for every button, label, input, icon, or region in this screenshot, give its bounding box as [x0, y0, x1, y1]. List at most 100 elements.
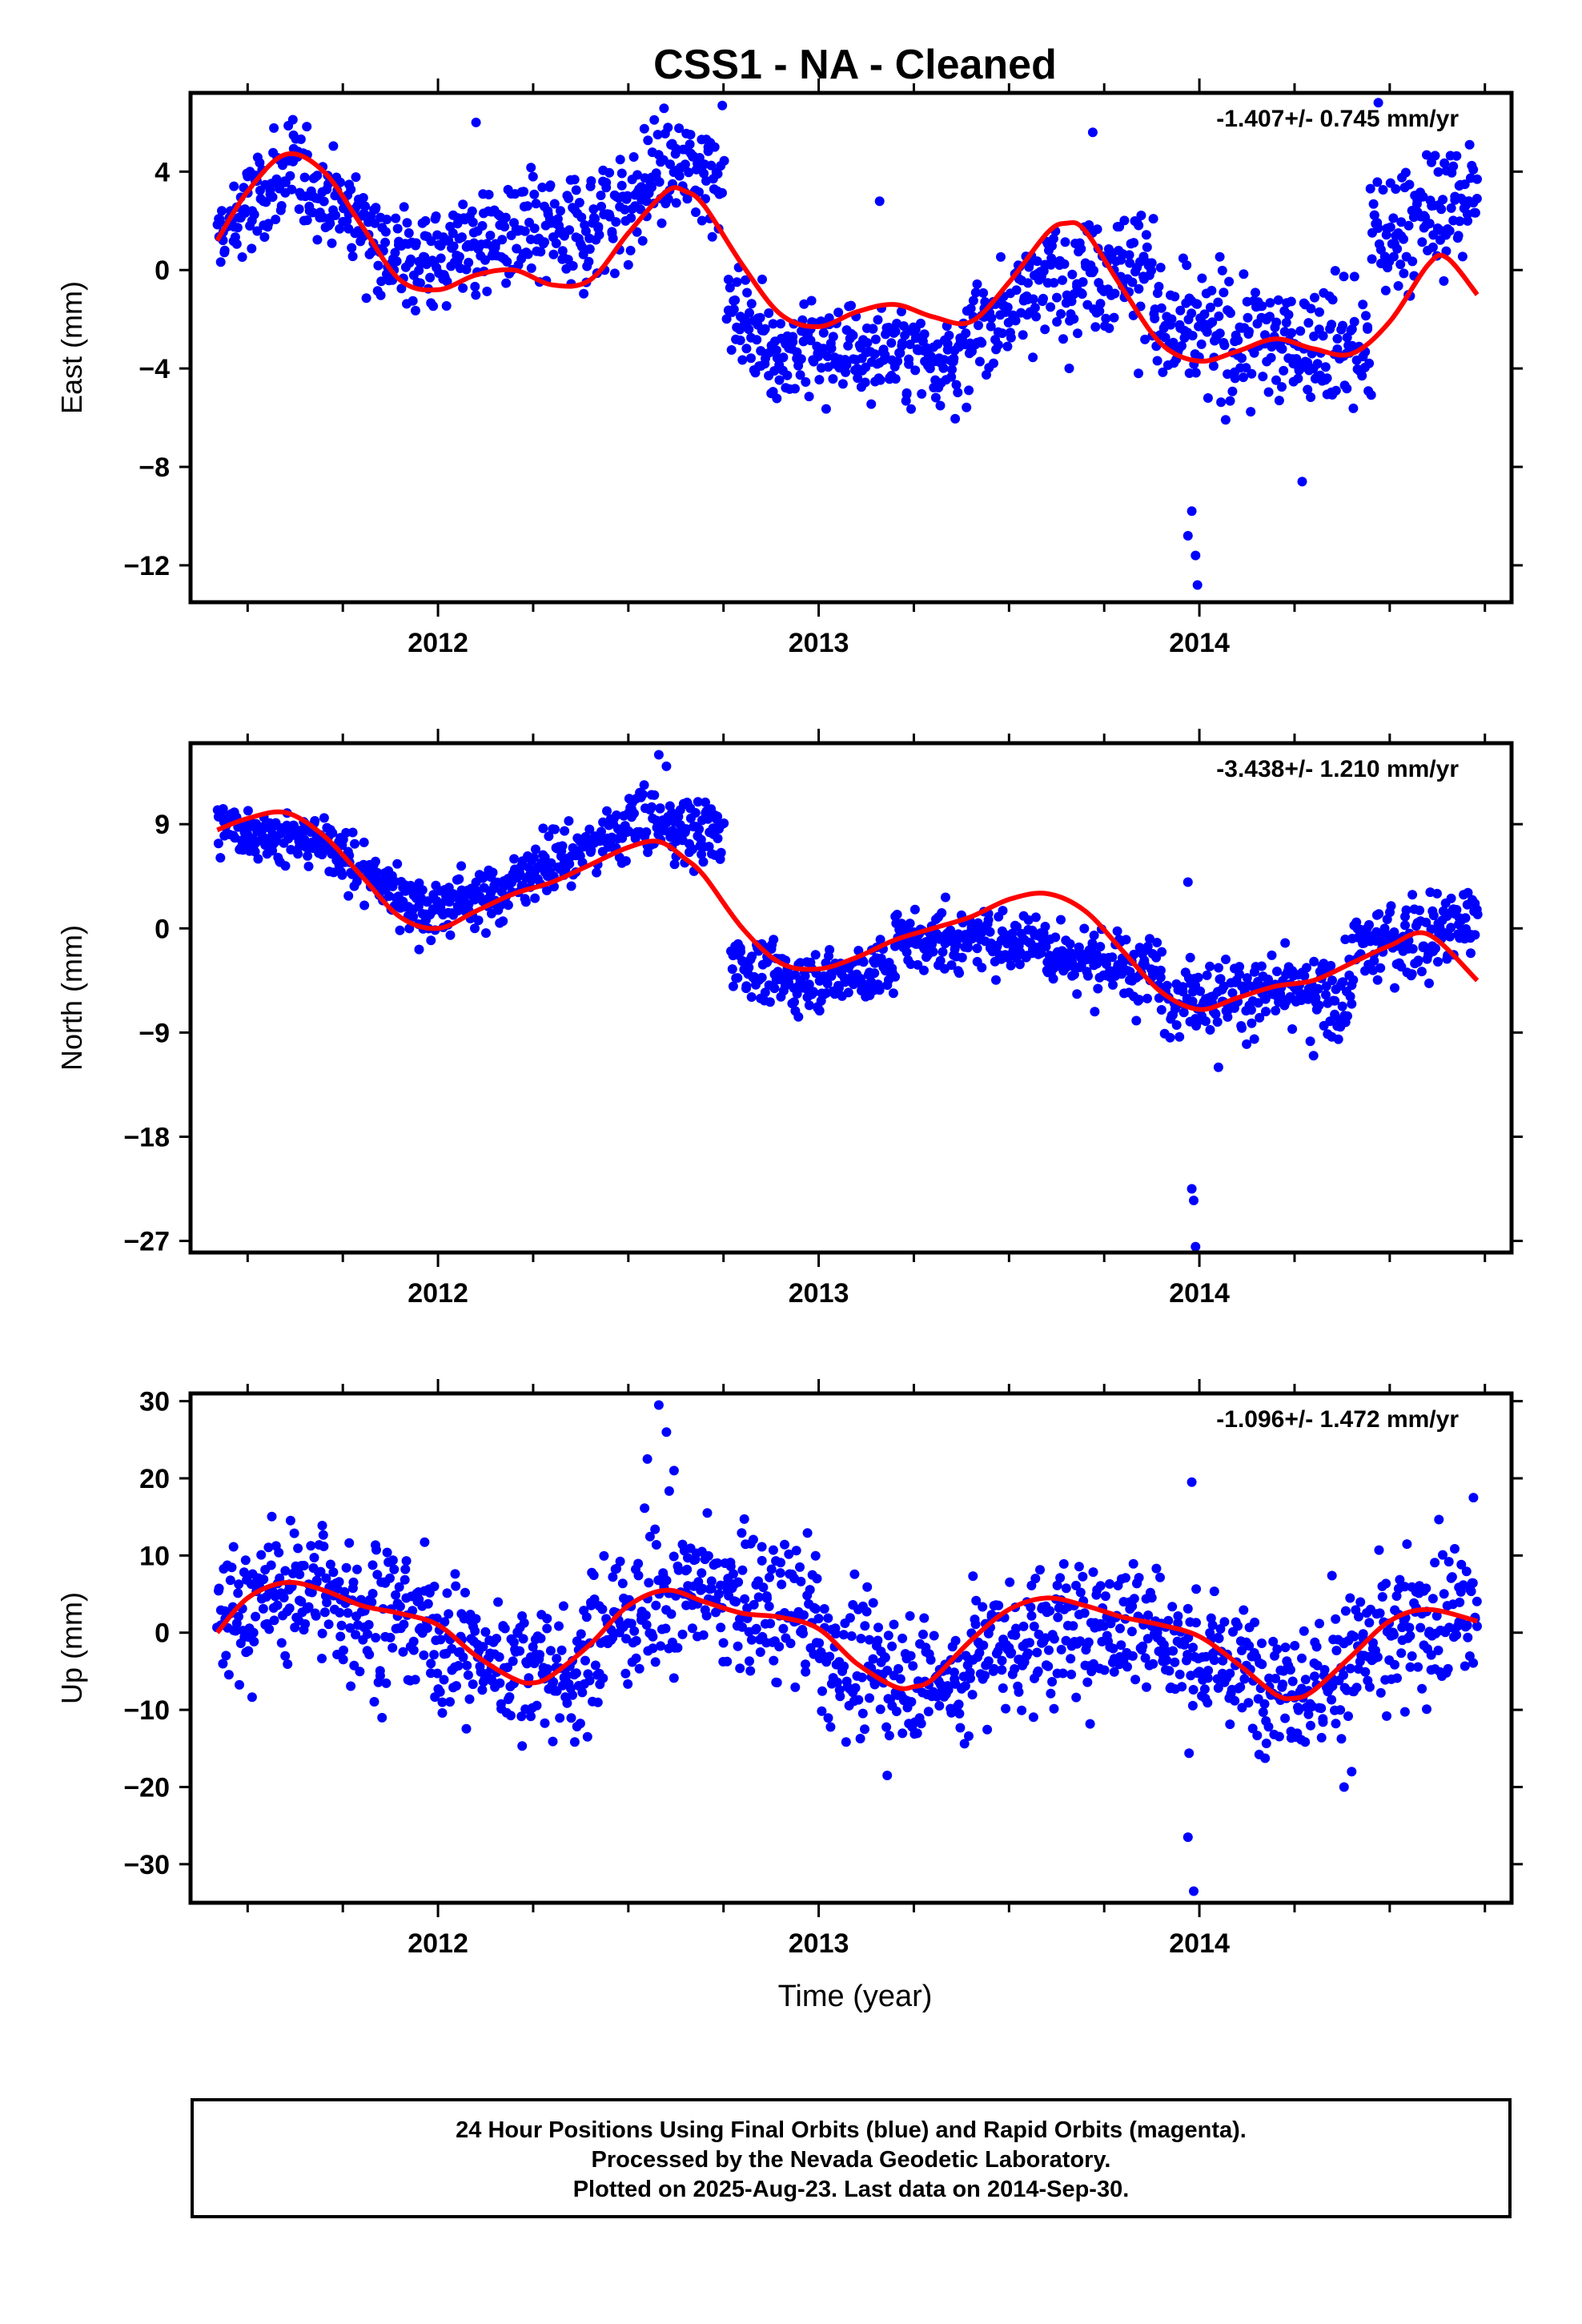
east-point-601 — [760, 324, 770, 334]
east-point-661 — [814, 375, 825, 385]
north-point-527 — [690, 808, 701, 818]
north-point-369 — [546, 858, 556, 868]
north-point-1094 — [1211, 1009, 1221, 1019]
up-point-37 — [246, 1579, 256, 1590]
east-point-1171 — [1277, 344, 1287, 354]
up-point-546 — [706, 1576, 717, 1586]
east-y-axis-label: East (mm) — [55, 281, 88, 414]
east-point-686 — [837, 379, 848, 389]
east-point-830 — [968, 296, 978, 306]
up-point-623 — [777, 1579, 787, 1590]
up-point-1267 — [1360, 1667, 1371, 1677]
north-point-1033 — [1157, 947, 1167, 957]
up-point-336 — [517, 1741, 528, 1751]
up-point-630 — [784, 1549, 794, 1559]
up-point-128 — [328, 1567, 339, 1578]
up-point-1319 — [1407, 1651, 1417, 1661]
north-point-1382 — [1472, 909, 1483, 919]
east-point-1251 — [1349, 271, 1359, 282]
north-point-1318 — [1413, 955, 1423, 966]
east-point-876 — [1010, 316, 1021, 326]
up-point-990 — [1109, 1667, 1119, 1677]
north-point-961 — [1090, 1007, 1100, 1017]
north-point-177 — [372, 867, 383, 878]
east-point-1249 — [1348, 403, 1359, 413]
up-point-1040 — [1155, 1572, 1165, 1582]
east-point-470 — [639, 123, 649, 134]
east-point-1365 — [1453, 231, 1464, 241]
east-point-1207 — [1310, 292, 1319, 303]
east-point-862 — [997, 328, 1007, 339]
east-point-1102 — [1215, 328, 1225, 339]
north-point-801 — [946, 925, 956, 935]
up-point-766 — [906, 1697, 917, 1707]
north-point-605 — [769, 935, 779, 945]
east-point-347 — [526, 263, 536, 273]
north-point-844 — [985, 927, 995, 937]
north-point-1221 — [1327, 975, 1337, 986]
up-point-368 — [545, 1646, 556, 1656]
up-point-357 — [536, 1633, 546, 1643]
east-point-216 — [408, 296, 418, 306]
north-point-363 — [542, 885, 552, 895]
north-point-531 — [694, 824, 705, 834]
east-point-409 — [584, 256, 594, 267]
up-point-177 — [372, 1570, 383, 1580]
east-panel: 4 0 −4 −8 −12 2012 2013 2014 East (mm) -1.407+/… — [55, 78, 1523, 658]
up-point-40 — [248, 1627, 259, 1638]
up-point-1250 — [1345, 1593, 1355, 1603]
north-point-793 — [938, 947, 948, 957]
up-point-1070 — [1182, 1650, 1193, 1660]
up-point-1081 — [1191, 1618, 1201, 1628]
up-point-101 — [303, 1602, 314, 1612]
east-point-396 — [571, 185, 581, 195]
up-point-638 — [790, 1682, 801, 1692]
up-point-714 — [860, 1724, 869, 1735]
east-point-559 — [721, 314, 732, 324]
east-point-285 — [470, 281, 480, 292]
east-point-1157 — [1265, 312, 1275, 322]
east-point-1303 — [1396, 217, 1407, 227]
up-point-29 — [239, 1567, 249, 1578]
east-point-1092 — [1205, 302, 1215, 312]
east-point-1026 — [1146, 265, 1157, 275]
east-axis-ticks: 4 0 −4 −8 −12 2012 2013 2014 — [123, 78, 1523, 658]
east-point-1344 — [1433, 167, 1443, 177]
east-point-596 — [757, 274, 767, 284]
east-point-62 — [269, 123, 279, 133]
east-point-613 — [771, 345, 781, 356]
north-point-641 — [800, 971, 810, 981]
east-point-1331 — [1422, 150, 1431, 160]
east-point-219 — [411, 305, 420, 316]
up-point-1390 — [1472, 1621, 1482, 1631]
east-point-910 — [1040, 324, 1050, 335]
up-point-1171 — [1274, 1731, 1284, 1742]
east-point-996 — [1119, 215, 1130, 226]
up-point-23 — [234, 1611, 243, 1622]
east-point-506 — [671, 198, 681, 208]
east-point-493 — [659, 103, 669, 114]
east-point-475 — [643, 135, 653, 146]
up-point-685 — [832, 1677, 842, 1687]
up-point-1282 — [1374, 1545, 1384, 1555]
north-point-162 — [359, 837, 369, 847]
up-point-276 — [462, 1660, 472, 1671]
east-point-674 — [826, 344, 837, 353]
north-point-233 — [423, 896, 433, 907]
east-point-1187 — [1291, 354, 1302, 364]
north-point-198 — [392, 858, 403, 869]
east-point-340 — [520, 226, 530, 236]
up-point-784 — [923, 1707, 934, 1717]
up-point-599 — [755, 1647, 765, 1657]
up-point-481 — [648, 1643, 658, 1654]
up-point-731 — [875, 1704, 885, 1715]
east-point-1269 — [1365, 183, 1375, 194]
east-point-374 — [551, 239, 561, 248]
north-point-836 — [977, 963, 987, 973]
up-point-876 — [1006, 1647, 1017, 1658]
east-point-318 — [500, 212, 511, 223]
east-point-744 — [890, 327, 901, 336]
up-point-1164 — [1268, 1636, 1279, 1647]
east-point-652 — [806, 296, 817, 306]
up-point-104 — [307, 1587, 317, 1598]
